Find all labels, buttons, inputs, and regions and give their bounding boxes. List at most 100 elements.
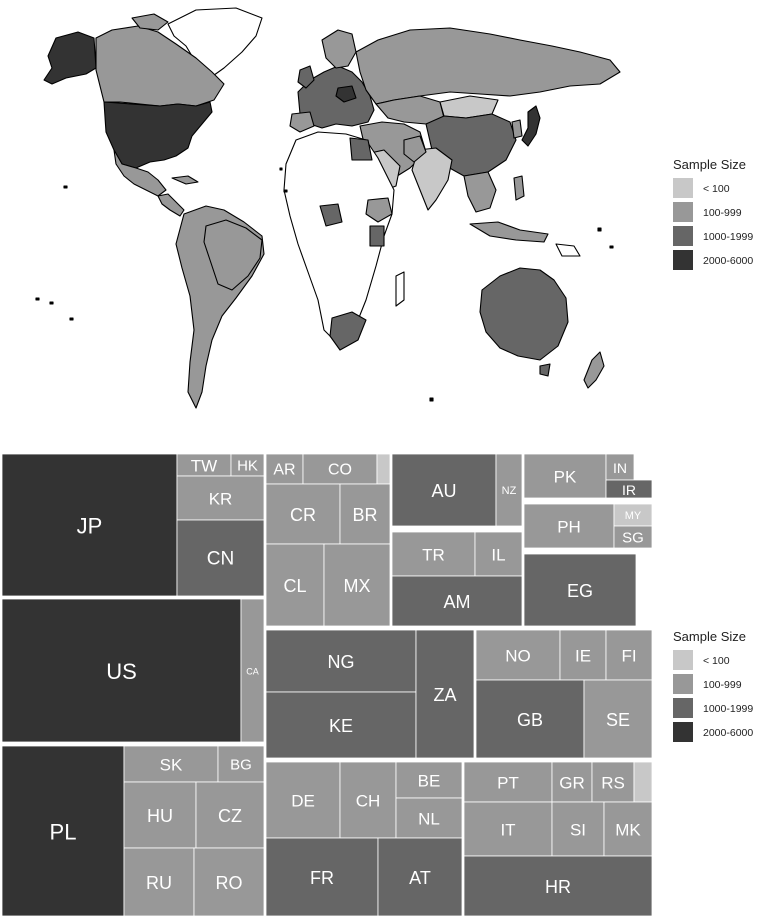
map-region-tasmania — [539, 363, 551, 377]
treemap-tile — [605, 479, 653, 499]
treemap-tile — [391, 453, 497, 527]
map-region-nigeria — [319, 203, 343, 227]
treemap-tile-label: KE — [329, 716, 353, 736]
legend-label: 1000-1999 — [703, 703, 753, 715]
treemap-tile-label: GB — [517, 710, 543, 730]
treemap-tile-label: PK — [554, 468, 577, 487]
treemap-tile — [195, 781, 265, 849]
treemap-tile — [415, 629, 475, 759]
treemap-tile-label: SI — [570, 821, 586, 840]
map-region-greenland — [167, 7, 263, 79]
treemap-tile-label: EG — [567, 581, 593, 601]
treemap-tile — [474, 531, 523, 577]
treemap-tile-label: MY — [625, 510, 642, 522]
treemap-tile — [240, 598, 265, 743]
treemap-tile — [1, 745, 125, 917]
legend-label: 1000-1999 — [703, 231, 753, 243]
map-region-canada — [95, 25, 225, 107]
map-region-southeast-asia — [463, 171, 497, 213]
map-region-indonesia — [469, 221, 549, 243]
treemap-tile — [463, 855, 653, 917]
treemap-tile-label: JP — [77, 514, 103, 539]
treemap-group: NO IE FI GB SE — [475, 629, 653, 759]
treemap-tile-label: TW — [191, 457, 217, 476]
treemap-tile-label: CR — [290, 505, 316, 525]
legend-label: < 100 — [703, 183, 730, 195]
legend-label: 2000-6000 — [703, 255, 753, 267]
treemap-tile-label: IT — [500, 821, 515, 840]
legend-swatch — [673, 178, 693, 198]
map-region-alaska — [43, 31, 97, 85]
treemap-tile — [583, 679, 653, 759]
treemap-tile — [376, 453, 391, 485]
map-region-pakistan — [403, 135, 427, 163]
treemap-tile — [475, 629, 561, 681]
treemap-tile — [193, 847, 265, 917]
treemap-tile — [123, 745, 219, 783]
treemap-tile-label: ZA — [433, 685, 456, 705]
treemap-tile — [463, 801, 553, 857]
treemap-tile-label: NG — [328, 652, 355, 672]
treemap-tile-label: CA — [246, 667, 259, 677]
map-region-brazil — [203, 219, 263, 291]
treemap-tile — [559, 629, 607, 681]
treemap-tile-label: AU — [431, 481, 456, 501]
treemap-tile — [605, 629, 653, 681]
legend-label: 100-999 — [703, 679, 742, 691]
treemap-group: PK IN IR PH MY SG EG — [523, 453, 653, 627]
treemap-tile — [605, 453, 635, 481]
treemap-tile-label: CN — [207, 549, 234, 570]
treemap-tile-label: DE — [291, 792, 315, 811]
legend-swatch — [673, 226, 693, 246]
treemap-tile-label: PT — [497, 774, 519, 793]
treemap-tile-label: RS — [601, 774, 625, 793]
treemap-tile-label: IL — [491, 546, 505, 565]
map-region-papua — [555, 243, 581, 257]
treemap-tile-label: SG — [622, 530, 644, 547]
treemap-tile-label: IN — [613, 460, 627, 476]
treemap-tile-label: CL — [283, 576, 306, 596]
treemap-tile-label: HU — [147, 806, 173, 826]
map-region-philippines — [513, 175, 525, 201]
treemap-tile — [217, 745, 265, 783]
treemap-tile-label: AR — [273, 462, 295, 479]
treemap-tile — [176, 519, 265, 597]
treemap-tile-label: BE — [418, 772, 441, 791]
treemap-tile-label: FR — [310, 868, 334, 888]
legend-swatch — [673, 650, 693, 670]
map-region-islands — [35, 167, 614, 402]
world-choropleth-map — [35, 7, 621, 409]
treemap-tile-label: BR — [352, 505, 377, 525]
treemap-tile — [339, 483, 391, 545]
map-region-new-zealand — [583, 351, 605, 389]
treemap-tile — [495, 453, 523, 527]
treemap-tile-label: IE — [575, 647, 591, 666]
treemap-group: DE CH BE NL FR AT — [265, 761, 463, 917]
map-region-madagascar — [395, 271, 405, 307]
treemap-tile — [176, 475, 265, 521]
map-region-kenya — [369, 225, 385, 247]
treemap-tile-label: NO — [505, 647, 531, 666]
treemap-tile — [391, 575, 523, 627]
legend-label: < 100 — [703, 655, 730, 667]
treemap-tile-label: KR — [209, 490, 233, 509]
map-region-egypt — [349, 137, 373, 161]
treemap-tile-label: GR — [559, 774, 585, 793]
treemap-tile-label: SE — [606, 710, 630, 730]
treemap-tile-label: IR — [622, 482, 636, 498]
legend-swatch — [673, 202, 693, 222]
map-region-iberia — [289, 111, 315, 133]
legend-swatch — [673, 250, 693, 270]
treemap-tile — [265, 543, 325, 627]
treemap-tile-label: BG — [230, 757, 252, 774]
map-region-uk — [297, 65, 315, 89]
treemap-tile — [265, 691, 417, 759]
treemap-tile — [395, 797, 463, 839]
treemap-tile-label: HK — [237, 458, 258, 475]
legend-swatch — [673, 674, 693, 694]
map-region-ethiopia — [365, 197, 393, 223]
treemap-tile-label: RO — [216, 873, 243, 893]
treemap-tile-label: RU — [146, 873, 172, 893]
map-region-russia — [355, 27, 621, 105]
